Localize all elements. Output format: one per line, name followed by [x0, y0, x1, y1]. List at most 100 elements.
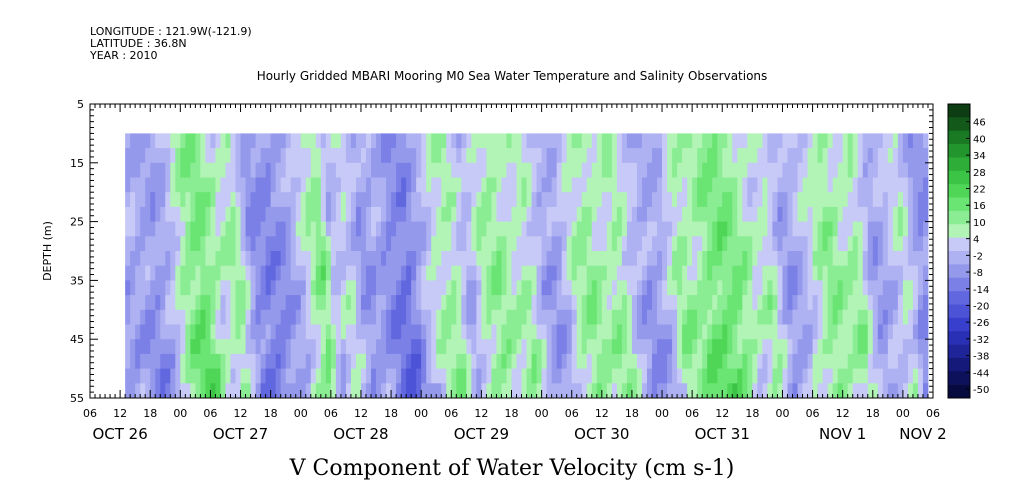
heatmap-cell [260, 133, 267, 149]
heatmap-cell [531, 339, 537, 355]
heatmap-cell [727, 251, 733, 267]
heatmap-cell [426, 295, 432, 311]
heatmap-cell [401, 192, 407, 208]
heatmap-cell [486, 353, 492, 369]
heatmap-cell [817, 177, 824, 193]
heatmap-cell [591, 368, 598, 384]
x-tick-label: 12 [354, 407, 368, 420]
heatmap-cell [270, 368, 277, 384]
heatmap-cell [220, 236, 226, 252]
heatmap-cell [787, 339, 793, 355]
heatmap-cell [822, 383, 829, 399]
heatmap-cell [170, 251, 176, 267]
heatmap-cell [310, 295, 317, 311]
heatmap-cell [742, 265, 748, 281]
heatmap-cell [722, 324, 728, 340]
heatmap-cell [140, 309, 146, 325]
heatmap-cell [155, 353, 161, 369]
heatmap-cell [305, 221, 312, 237]
heatmap-cell [827, 251, 834, 267]
heatmap-cell [897, 206, 904, 222]
heatmap-cell [536, 177, 543, 193]
heatmap-cell [466, 309, 472, 325]
heatmap-cell [536, 265, 543, 281]
heatmap-cell [757, 265, 763, 281]
heatmap-cell [631, 236, 638, 252]
heatmap-cell [225, 251, 231, 267]
heatmap-cell [697, 221, 703, 237]
heatmap-cell [230, 324, 236, 340]
heatmap-cell [330, 133, 337, 149]
heatmap-cell [787, 295, 793, 311]
heatmap-cell [646, 177, 653, 193]
heatmap-cell [782, 221, 788, 237]
heatmap-cell [652, 383, 658, 399]
colorbar-label: -32 [973, 335, 989, 346]
heatmap-cell [561, 309, 568, 325]
heatmap-cell [295, 162, 302, 178]
heatmap-cell [621, 192, 628, 208]
heatmap-cell [917, 162, 924, 178]
heatmap-cell [265, 251, 272, 267]
heatmap-cell [491, 368, 497, 384]
heatmap-cell [546, 162, 553, 178]
heatmap-cell [290, 309, 297, 325]
colorbar-segment [948, 117, 970, 132]
colorbar-segment [948, 224, 970, 238]
heatmap-cell [305, 192, 312, 208]
heatmap-cell [320, 353, 327, 369]
heatmap-cell [872, 265, 879, 281]
heatmap-cell [737, 265, 743, 281]
heatmap-cell [411, 353, 417, 369]
heatmap-cell [606, 353, 613, 369]
heatmap-cell [631, 265, 638, 281]
heatmap-cell [882, 162, 889, 178]
heatmap-cell [817, 353, 824, 369]
heatmap-cell [912, 309, 919, 325]
heatmap-cell [852, 221, 859, 237]
heatmap-cell [536, 133, 543, 149]
heatmap-cell [707, 353, 713, 369]
heatmap-cell [175, 368, 181, 384]
heatmap-cell [712, 265, 718, 281]
heatmap-cell [325, 368, 332, 384]
heatmap-cell [235, 309, 241, 325]
heatmap-cell [792, 309, 798, 325]
heatmap-cell [596, 368, 603, 384]
heatmap-cell [697, 133, 703, 149]
heatmap-cell [847, 133, 854, 149]
heatmap-cell [837, 383, 844, 399]
heatmap-cell [702, 353, 708, 369]
heatmap-cell [396, 265, 402, 281]
heatmap-cell [832, 309, 839, 325]
colorbar-segment [948, 170, 970, 185]
heatmap-cell [205, 368, 211, 384]
heatmap-cell [426, 280, 432, 296]
heatmap-cell [376, 192, 382, 208]
heatmap-cell [697, 383, 703, 399]
heatmap-cell [125, 206, 131, 222]
heatmap-cell [536, 206, 543, 222]
heatmap-cell [396, 324, 402, 340]
heatmap-cell [386, 353, 392, 369]
heatmap-cell [912, 206, 919, 222]
heatmap-cell [476, 206, 482, 222]
heatmap-cell [922, 221, 929, 237]
heatmap-cell [285, 251, 292, 267]
heatmap-cell [922, 353, 929, 369]
heatmap-cell [411, 265, 417, 281]
heatmap-cell [822, 339, 829, 355]
heatmap-cell [220, 383, 226, 399]
heatmap-cell [692, 309, 698, 325]
heatmap-cell [581, 309, 588, 325]
heatmap-cell [902, 192, 909, 208]
heatmap-cell [235, 251, 241, 267]
heatmap-cell [762, 206, 768, 222]
heatmap-cell [446, 177, 452, 193]
heatmap-cell [416, 221, 422, 237]
colorbar-segment [948, 251, 970, 265]
heatmap-cell [170, 133, 176, 149]
heatmap-cell [290, 353, 297, 369]
heatmap-cell [320, 192, 327, 208]
heatmap-cell [255, 221, 262, 237]
